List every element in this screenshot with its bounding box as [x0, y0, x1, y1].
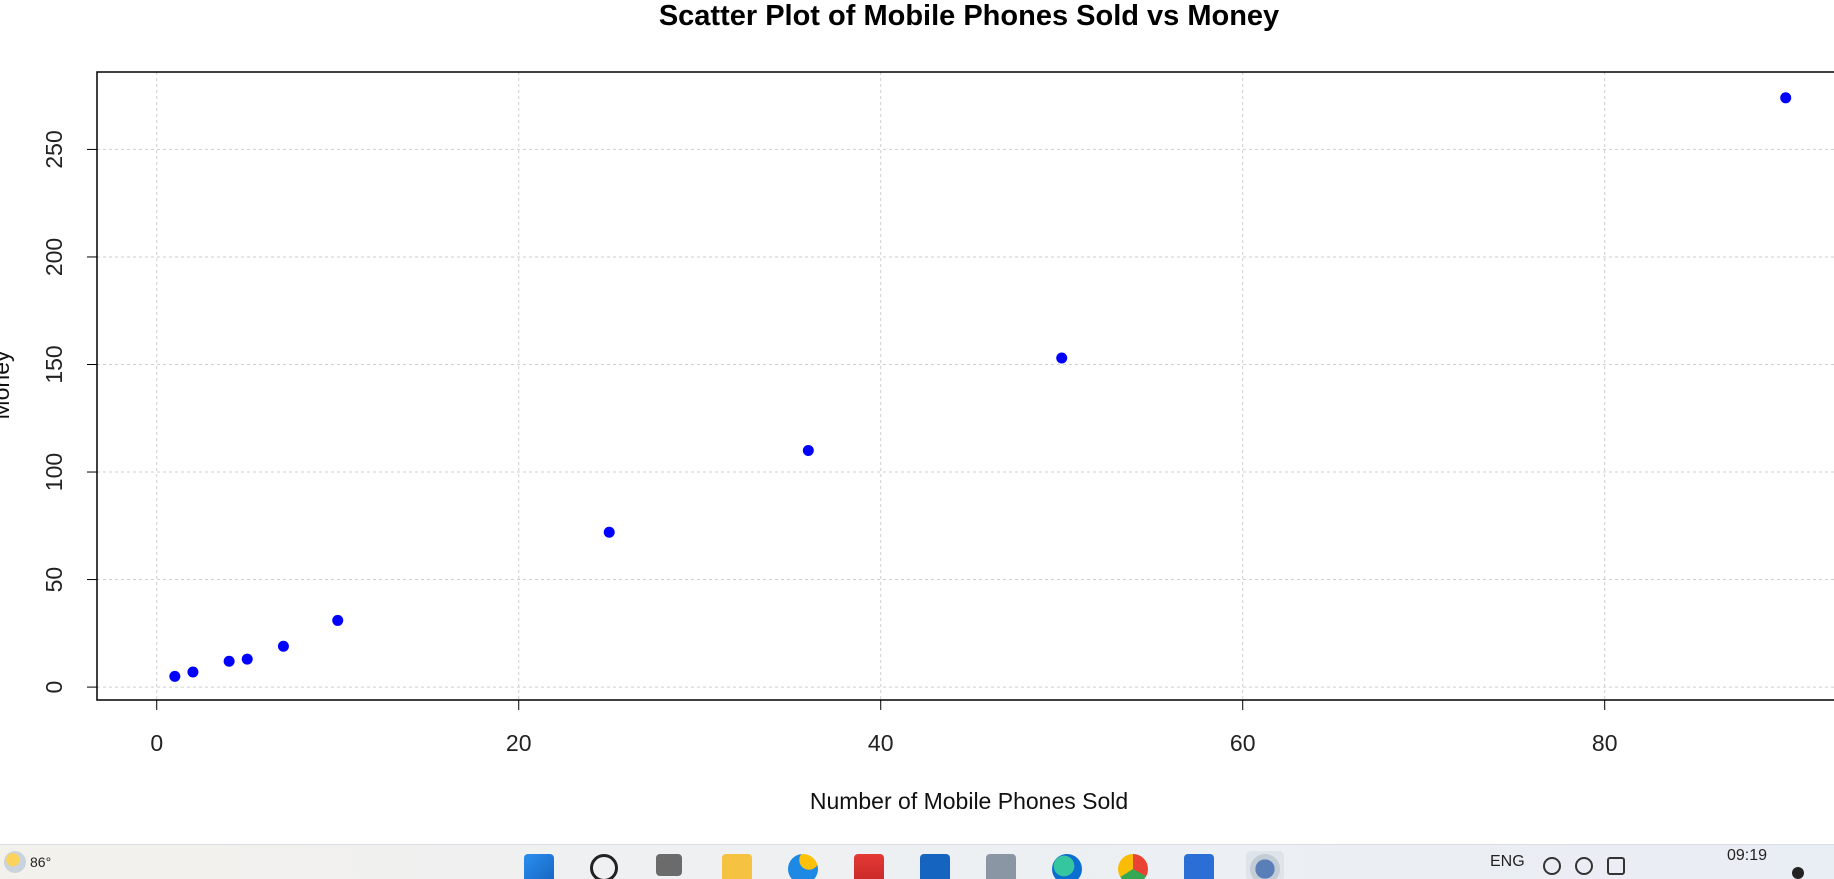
grid	[97, 72, 1834, 700]
data-point	[1056, 352, 1068, 364]
chart-title: Scatter Plot of Mobile Phones Sold vs Mo…	[659, 0, 1279, 32]
windows-icon	[524, 854, 554, 879]
y-tick-label: 100	[41, 453, 67, 491]
edge-dev-icon	[788, 854, 818, 879]
folder-icon	[722, 854, 752, 879]
y-tick-label: 150	[41, 345, 67, 383]
search-button[interactable]	[586, 851, 624, 879]
data-point	[187, 666, 199, 678]
data-points	[169, 92, 1792, 682]
file-explorer-button[interactable]	[718, 851, 756, 879]
data-point	[223, 655, 235, 667]
store-icon	[920, 854, 950, 879]
x-tick-label: 40	[868, 730, 894, 756]
y-tick-label: 200	[41, 238, 67, 276]
weather-widget[interactable]: 86°	[4, 851, 51, 873]
x-tick-label: 20	[506, 730, 532, 756]
taskbar-apps	[520, 851, 1284, 879]
x-tick-label: 80	[1592, 730, 1618, 756]
x-tick-label: 60	[1230, 730, 1256, 756]
chrome-button[interactable]	[1114, 851, 1152, 879]
y-tick-label: 50	[41, 567, 67, 593]
x-tick-label: 0	[150, 730, 163, 756]
y-tick-label: 250	[41, 130, 67, 168]
r-studio-icon	[1250, 854, 1280, 879]
edge-button[interactable]	[1048, 851, 1086, 879]
wifi-icon[interactable]	[1542, 857, 1561, 875]
y-tick-label: 0	[41, 681, 67, 694]
notification-icon[interactable]	[1792, 867, 1804, 879]
edge-dev-button[interactable]	[784, 851, 822, 879]
task-view-icon	[656, 854, 682, 876]
edge-icon	[1052, 854, 1082, 879]
volume-icon[interactable]	[1574, 857, 1593, 875]
taskbar: 86°	[0, 844, 1834, 879]
r-studio-button[interactable]	[1246, 851, 1284, 879]
system-icons	[1542, 857, 1625, 875]
data-point	[332, 614, 344, 626]
battery-icon[interactable]	[1606, 857, 1625, 875]
weather-icon	[4, 851, 26, 873]
system-tray: ENG	[1490, 847, 1625, 875]
store-button[interactable]	[916, 851, 954, 879]
data-point	[1780, 92, 1792, 104]
plot-frame	[96, 71, 1834, 701]
search-icon	[590, 854, 618, 879]
data-point	[603, 526, 615, 538]
word-icon	[1184, 854, 1214, 879]
clock[interactable]: 09:19	[1727, 847, 1768, 864]
x-axis-title: Number of Mobile Phones Sold	[810, 788, 1128, 814]
gmail-icon	[854, 854, 884, 879]
chrome-icon	[1118, 854, 1148, 879]
data-point	[169, 670, 181, 682]
data-point	[802, 445, 814, 457]
weather-temperature: 86°	[30, 854, 52, 870]
word-button[interactable]	[1180, 851, 1218, 879]
x-axis: 0 20 40 60 80	[150, 700, 1618, 756]
data-point	[277, 640, 289, 652]
gmail-button[interactable]	[850, 851, 888, 879]
task-view-button[interactable]	[652, 851, 690, 879]
app-button[interactable]	[982, 851, 1020, 879]
language-indicator[interactable]: ENG	[1490, 853, 1525, 870]
y-axis: 0 50 100 150 200 250	[41, 130, 97, 693]
start-button[interactable]	[520, 851, 558, 879]
y-axis-title: Money	[0, 350, 14, 420]
app-icon	[986, 854, 1016, 879]
data-point	[241, 653, 253, 665]
scatter-chart: Scatter Plot of Mobile Phones Sold vs Mo…	[0, 0, 1834, 814]
